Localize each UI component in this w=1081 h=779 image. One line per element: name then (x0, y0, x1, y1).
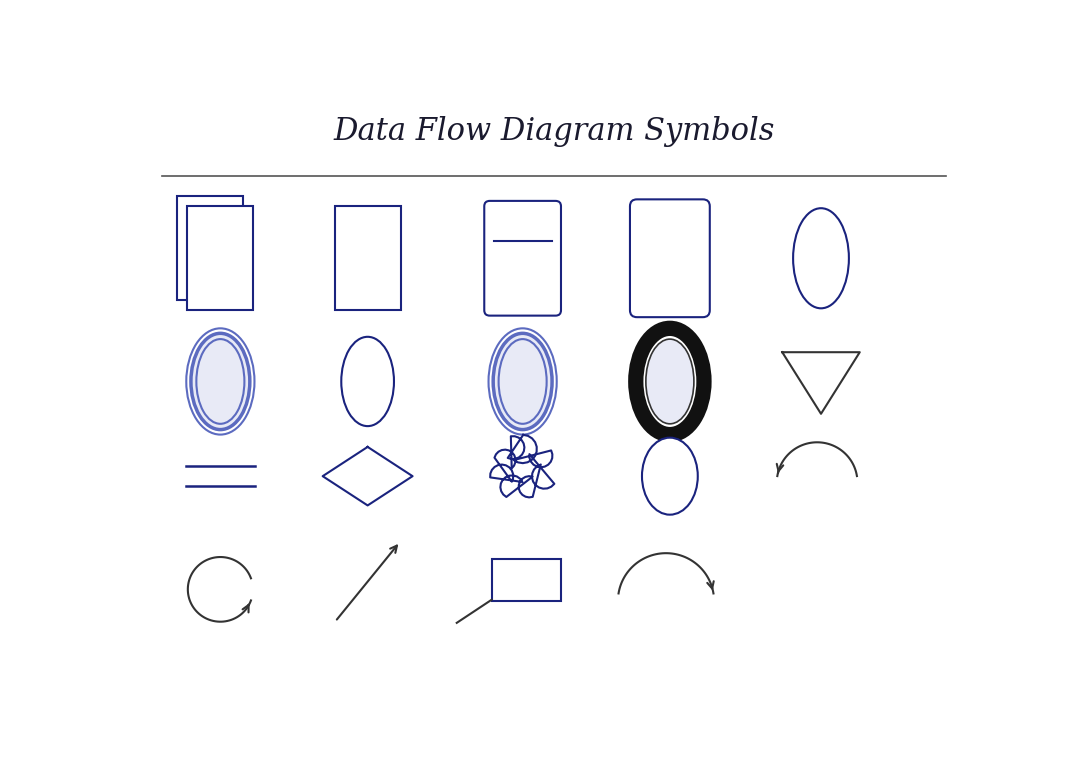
FancyBboxPatch shape (335, 206, 401, 310)
FancyBboxPatch shape (187, 206, 253, 310)
Ellipse shape (342, 337, 393, 426)
Ellipse shape (642, 438, 697, 515)
Ellipse shape (493, 333, 552, 429)
Ellipse shape (793, 208, 849, 308)
Ellipse shape (636, 328, 704, 435)
Ellipse shape (197, 339, 244, 424)
Ellipse shape (645, 339, 694, 424)
FancyBboxPatch shape (492, 559, 561, 601)
Ellipse shape (489, 328, 557, 435)
FancyBboxPatch shape (630, 199, 710, 317)
FancyBboxPatch shape (484, 201, 561, 315)
Ellipse shape (186, 328, 254, 435)
FancyBboxPatch shape (177, 196, 243, 300)
Ellipse shape (191, 333, 250, 429)
Ellipse shape (498, 339, 547, 424)
Text: Data Flow Diagram Symbols: Data Flow Diagram Symbols (333, 116, 775, 146)
